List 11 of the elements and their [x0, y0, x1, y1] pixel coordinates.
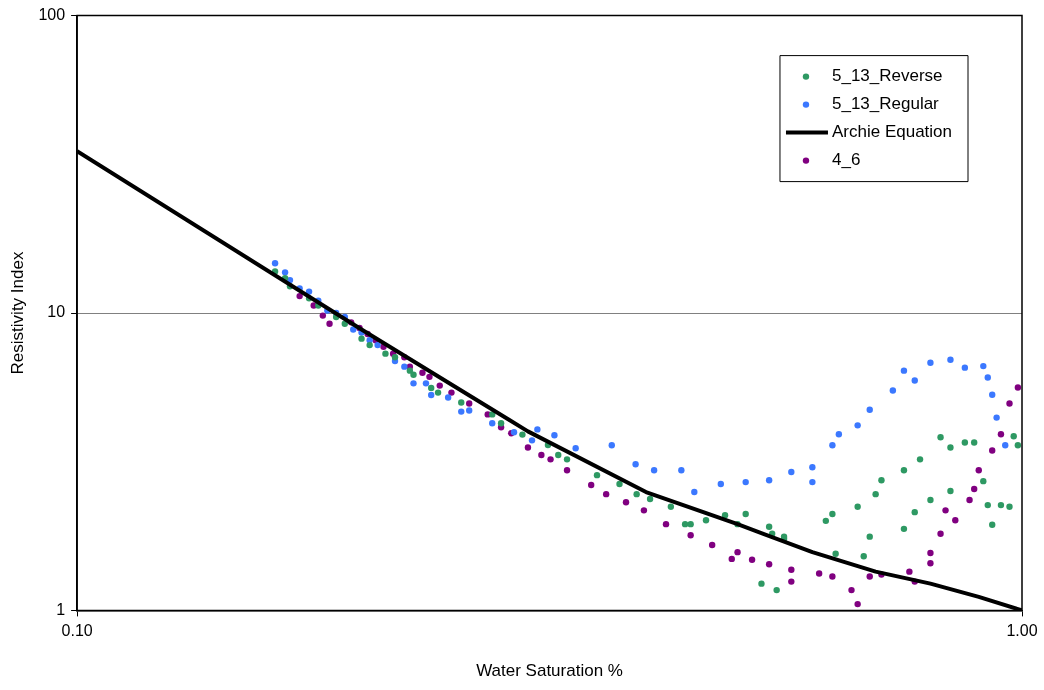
- legend-label: 4_6: [831, 150, 861, 170]
- y-axis-title: Resistivity Index: [7, 251, 27, 375]
- y-tick-label: 100: [38, 6, 66, 24]
- x-axis-title: Water Saturation %: [476, 661, 623, 681]
- legend-label: Archie Equation: [831, 122, 953, 142]
- x-tick-label: 1.00: [1006, 622, 1038, 640]
- y-tick-label: 1: [56, 600, 66, 618]
- x-tick-label: 0.10: [61, 622, 93, 640]
- y-tick-label: 10: [47, 303, 66, 321]
- legend-label: 5_13_Regular: [831, 94, 940, 114]
- legend-label: 5_13_Reverse: [831, 66, 943, 86]
